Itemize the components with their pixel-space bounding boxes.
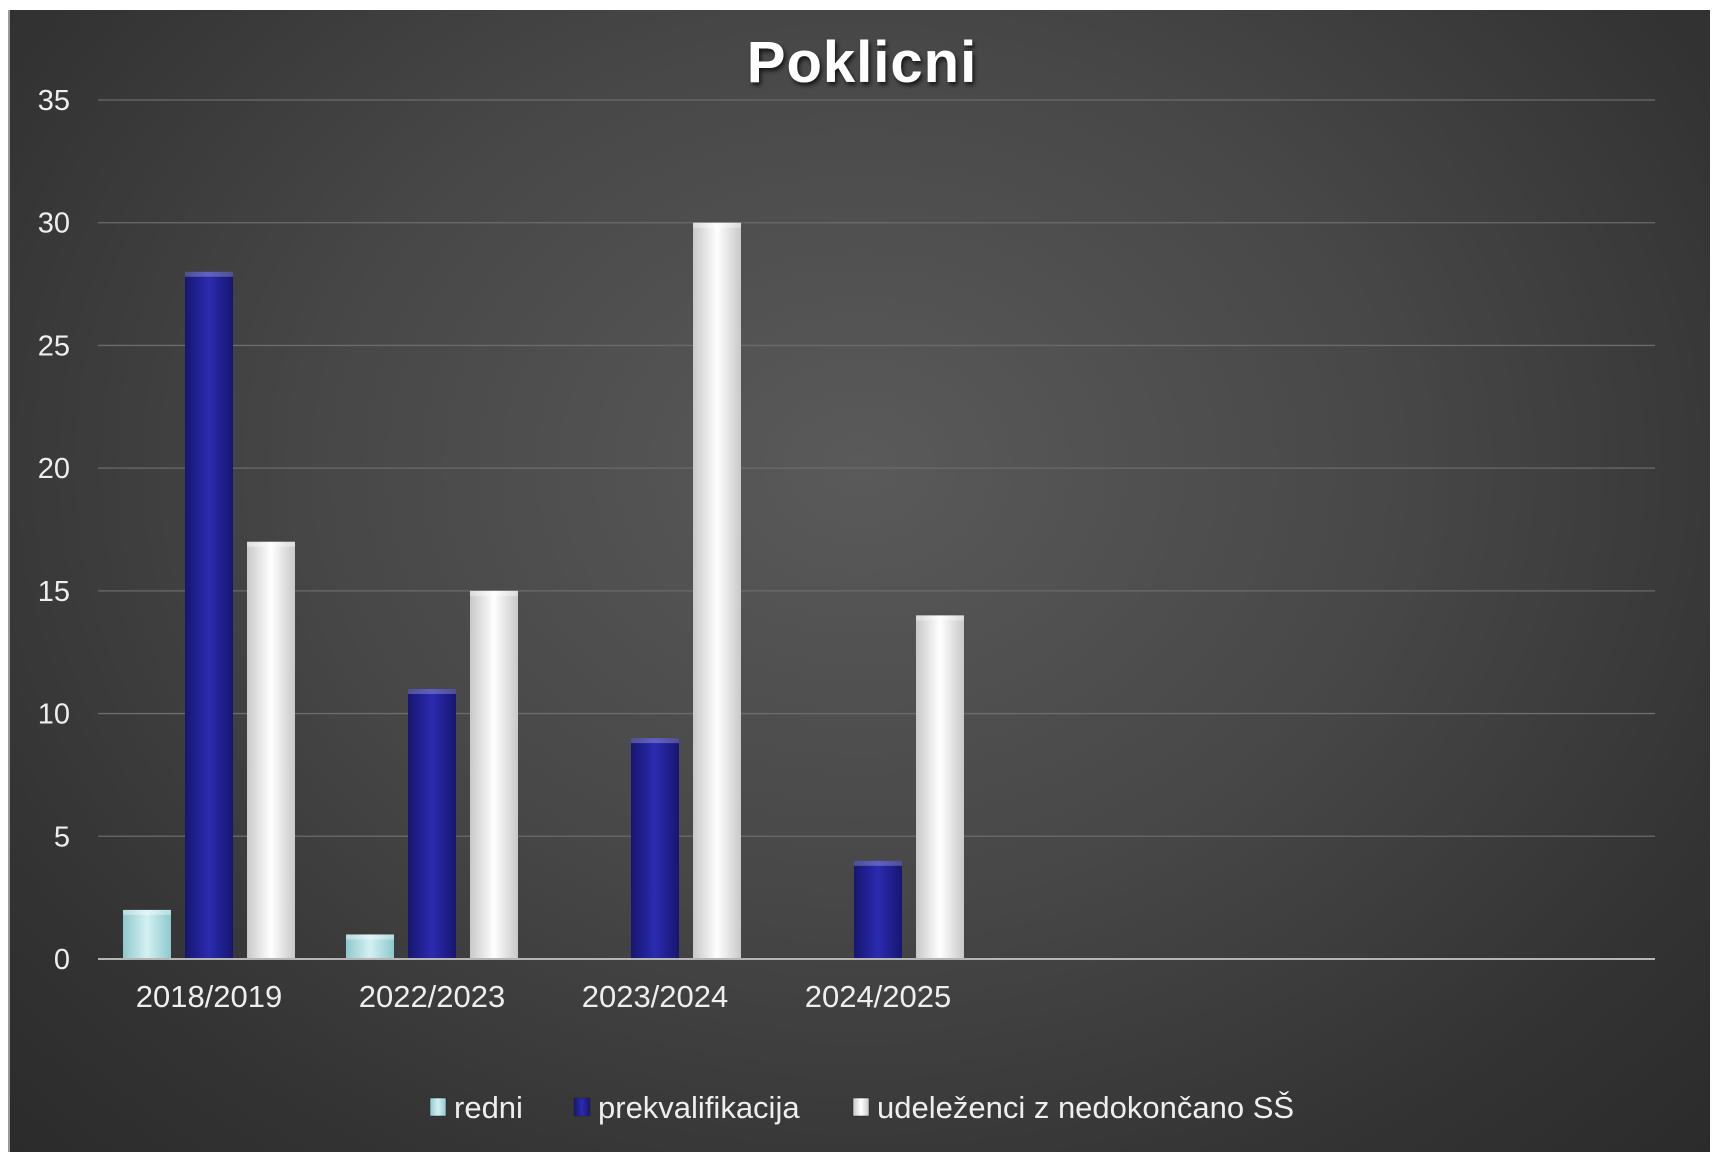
- legend-swatch: [429, 1097, 447, 1117]
- bar-bevel: [693, 222, 741, 228]
- gridlines: [98, 99, 1655, 837]
- bar-bevel: [346, 934, 394, 940]
- x-category-label: 2022/2023: [359, 979, 506, 1014]
- bar-prekvalifikacija-2022-2023: [408, 689, 456, 959]
- y-tick-label: 20: [38, 453, 70, 485]
- bar-bevel: [470, 590, 518, 596]
- bar-prekvalifikacija-2018-2019: [185, 271, 233, 959]
- y-tick-label: 5: [54, 821, 70, 853]
- y-tick-label: 30: [38, 208, 70, 240]
- bar-prekvalifikacija-2024-2025: [854, 860, 902, 959]
- bar-prekvalifikacija-2023-2024: [631, 738, 679, 959]
- bar-udeleženci-2022-2023: [470, 590, 518, 959]
- y-tick-label: 10: [38, 699, 70, 731]
- y-tick-label: 15: [38, 576, 70, 608]
- bar-redni-2018-2019: [123, 909, 171, 959]
- x-axis-categories: 2018/2019 2022/2023 2023/2024 2024/2025: [136, 979, 952, 1014]
- bar-bevel: [631, 738, 679, 744]
- legend-swatch: [573, 1097, 591, 1117]
- bar-bevel: [916, 615, 964, 621]
- bars: [123, 222, 964, 959]
- y-tick-label: 0: [54, 944, 70, 976]
- legend-swatch: [852, 1097, 870, 1117]
- bar-bevel: [854, 860, 902, 866]
- bar-bevel: [185, 271, 233, 277]
- bar-bevel: [247, 541, 295, 547]
- x-category-label: 2018/2019: [136, 979, 283, 1014]
- legend: redni prekvalifikacija udeleženci z nedoko…: [429, 1090, 1294, 1125]
- bar-bevel: [408, 689, 456, 695]
- y-tick-label: 35: [38, 85, 70, 117]
- bar-redni-2022-2023: [346, 934, 394, 959]
- legend-label: redni: [454, 1090, 523, 1125]
- bar-udeleženci-2024-2025: [916, 615, 964, 959]
- legend-label: prekvalifikacija: [598, 1090, 800, 1125]
- y-tick-label: 25: [38, 330, 70, 362]
- chart-title: Poklicni: [747, 30, 977, 95]
- bar-udeleženci-2018-2019: [247, 541, 295, 959]
- bar-bevel: [123, 909, 171, 915]
- bar-udeleženci-2023-2024: [693, 222, 741, 959]
- x-category-label: 2024/2025: [805, 979, 952, 1014]
- x-category-label: 2023/2024: [582, 979, 729, 1014]
- legend-label: udeleženci z nedokončano SŠ: [877, 1090, 1294, 1125]
- y-axis-ticks: 0 5 10 15 20 25 30 35: [38, 85, 70, 976]
